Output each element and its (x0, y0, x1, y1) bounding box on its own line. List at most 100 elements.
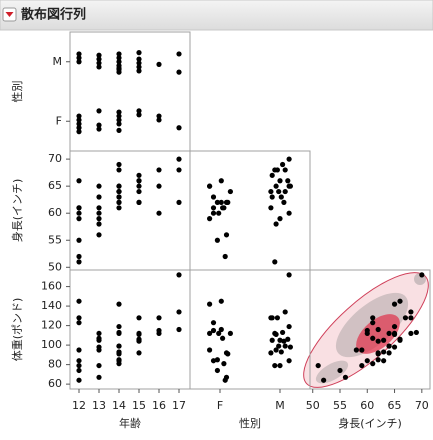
point (386, 350, 392, 356)
cell-frame (69, 31, 191, 152)
point (76, 315, 82, 321)
y-tick-label: 160 (41, 280, 62, 293)
x-tick-label: 65 (388, 399, 402, 412)
point (207, 216, 213, 222)
point (96, 210, 102, 216)
point (391, 301, 398, 307)
point (96, 362, 102, 369)
point (286, 323, 292, 330)
point (286, 272, 292, 278)
point (76, 205, 82, 211)
point (278, 194, 284, 200)
cell-frame (309, 269, 431, 390)
y-tick-label: 55 (48, 233, 62, 246)
point (285, 178, 291, 184)
point (274, 167, 280, 173)
point (96, 221, 102, 227)
point (282, 309, 288, 315)
y-tick-label: 60 (48, 206, 62, 219)
point (136, 108, 142, 114)
point (136, 350, 142, 356)
point (268, 188, 274, 195)
point (176, 199, 182, 205)
point (96, 108, 102, 114)
point (286, 156, 292, 162)
point (136, 331, 142, 337)
point (136, 199, 142, 205)
point (216, 330, 222, 337)
point (116, 113, 122, 119)
point (381, 337, 387, 343)
point (210, 320, 217, 326)
point (76, 121, 82, 127)
point (277, 362, 283, 369)
point (277, 216, 283, 222)
point (116, 301, 122, 307)
point (375, 350, 381, 356)
y-tick-label: 140 (41, 299, 62, 312)
cell-frame (69, 150, 191, 271)
point (96, 122, 102, 128)
y-tick-label: 70 (48, 152, 62, 165)
point (156, 113, 162, 119)
point (136, 56, 142, 62)
point (397, 336, 403, 342)
point (96, 52, 102, 58)
x-axis-label: 年齢 (119, 416, 141, 430)
point (76, 55, 82, 61)
point (96, 56, 102, 62)
point (76, 59, 82, 65)
point (76, 129, 82, 135)
point (286, 210, 292, 216)
point (223, 374, 230, 380)
y-axis-label: 性別 (10, 81, 24, 103)
point (273, 183, 279, 189)
point (136, 112, 142, 118)
point (397, 298, 403, 304)
y-axis-label: 身長(インチ) (10, 179, 24, 243)
point (223, 350, 230, 356)
point (272, 259, 278, 265)
point (272, 362, 278, 369)
point (370, 361, 376, 367)
point (375, 326, 381, 333)
point (116, 66, 122, 73)
point (227, 330, 233, 337)
point (176, 167, 182, 173)
point (136, 188, 142, 195)
point (221, 361, 227, 367)
point (273, 347, 279, 353)
point (268, 205, 274, 211)
x-tick-label: 60 (360, 399, 374, 412)
point (280, 161, 286, 168)
point (321, 377, 327, 383)
point (116, 199, 122, 205)
point (76, 113, 82, 119)
point (156, 327, 162, 334)
point (76, 117, 82, 123)
point (136, 68, 142, 74)
point (116, 350, 122, 356)
point (223, 199, 230, 205)
menu-icon (5, 12, 14, 17)
point (277, 337, 283, 343)
contour (356, 314, 400, 354)
point (220, 335, 226, 341)
point (218, 326, 224, 333)
y-tick-label: 100 (41, 338, 62, 351)
point (76, 216, 82, 222)
point (214, 199, 220, 205)
y-tick-label: M (53, 55, 63, 68)
point (277, 178, 283, 184)
point (281, 199, 287, 205)
point (96, 205, 102, 211)
point (381, 358, 387, 364)
point (96, 126, 102, 132)
y-tick-label: 60 (48, 377, 62, 390)
point (136, 60, 142, 66)
point (156, 61, 162, 67)
point (276, 343, 282, 349)
point (282, 343, 288, 349)
point (286, 358, 292, 364)
point (273, 221, 279, 227)
